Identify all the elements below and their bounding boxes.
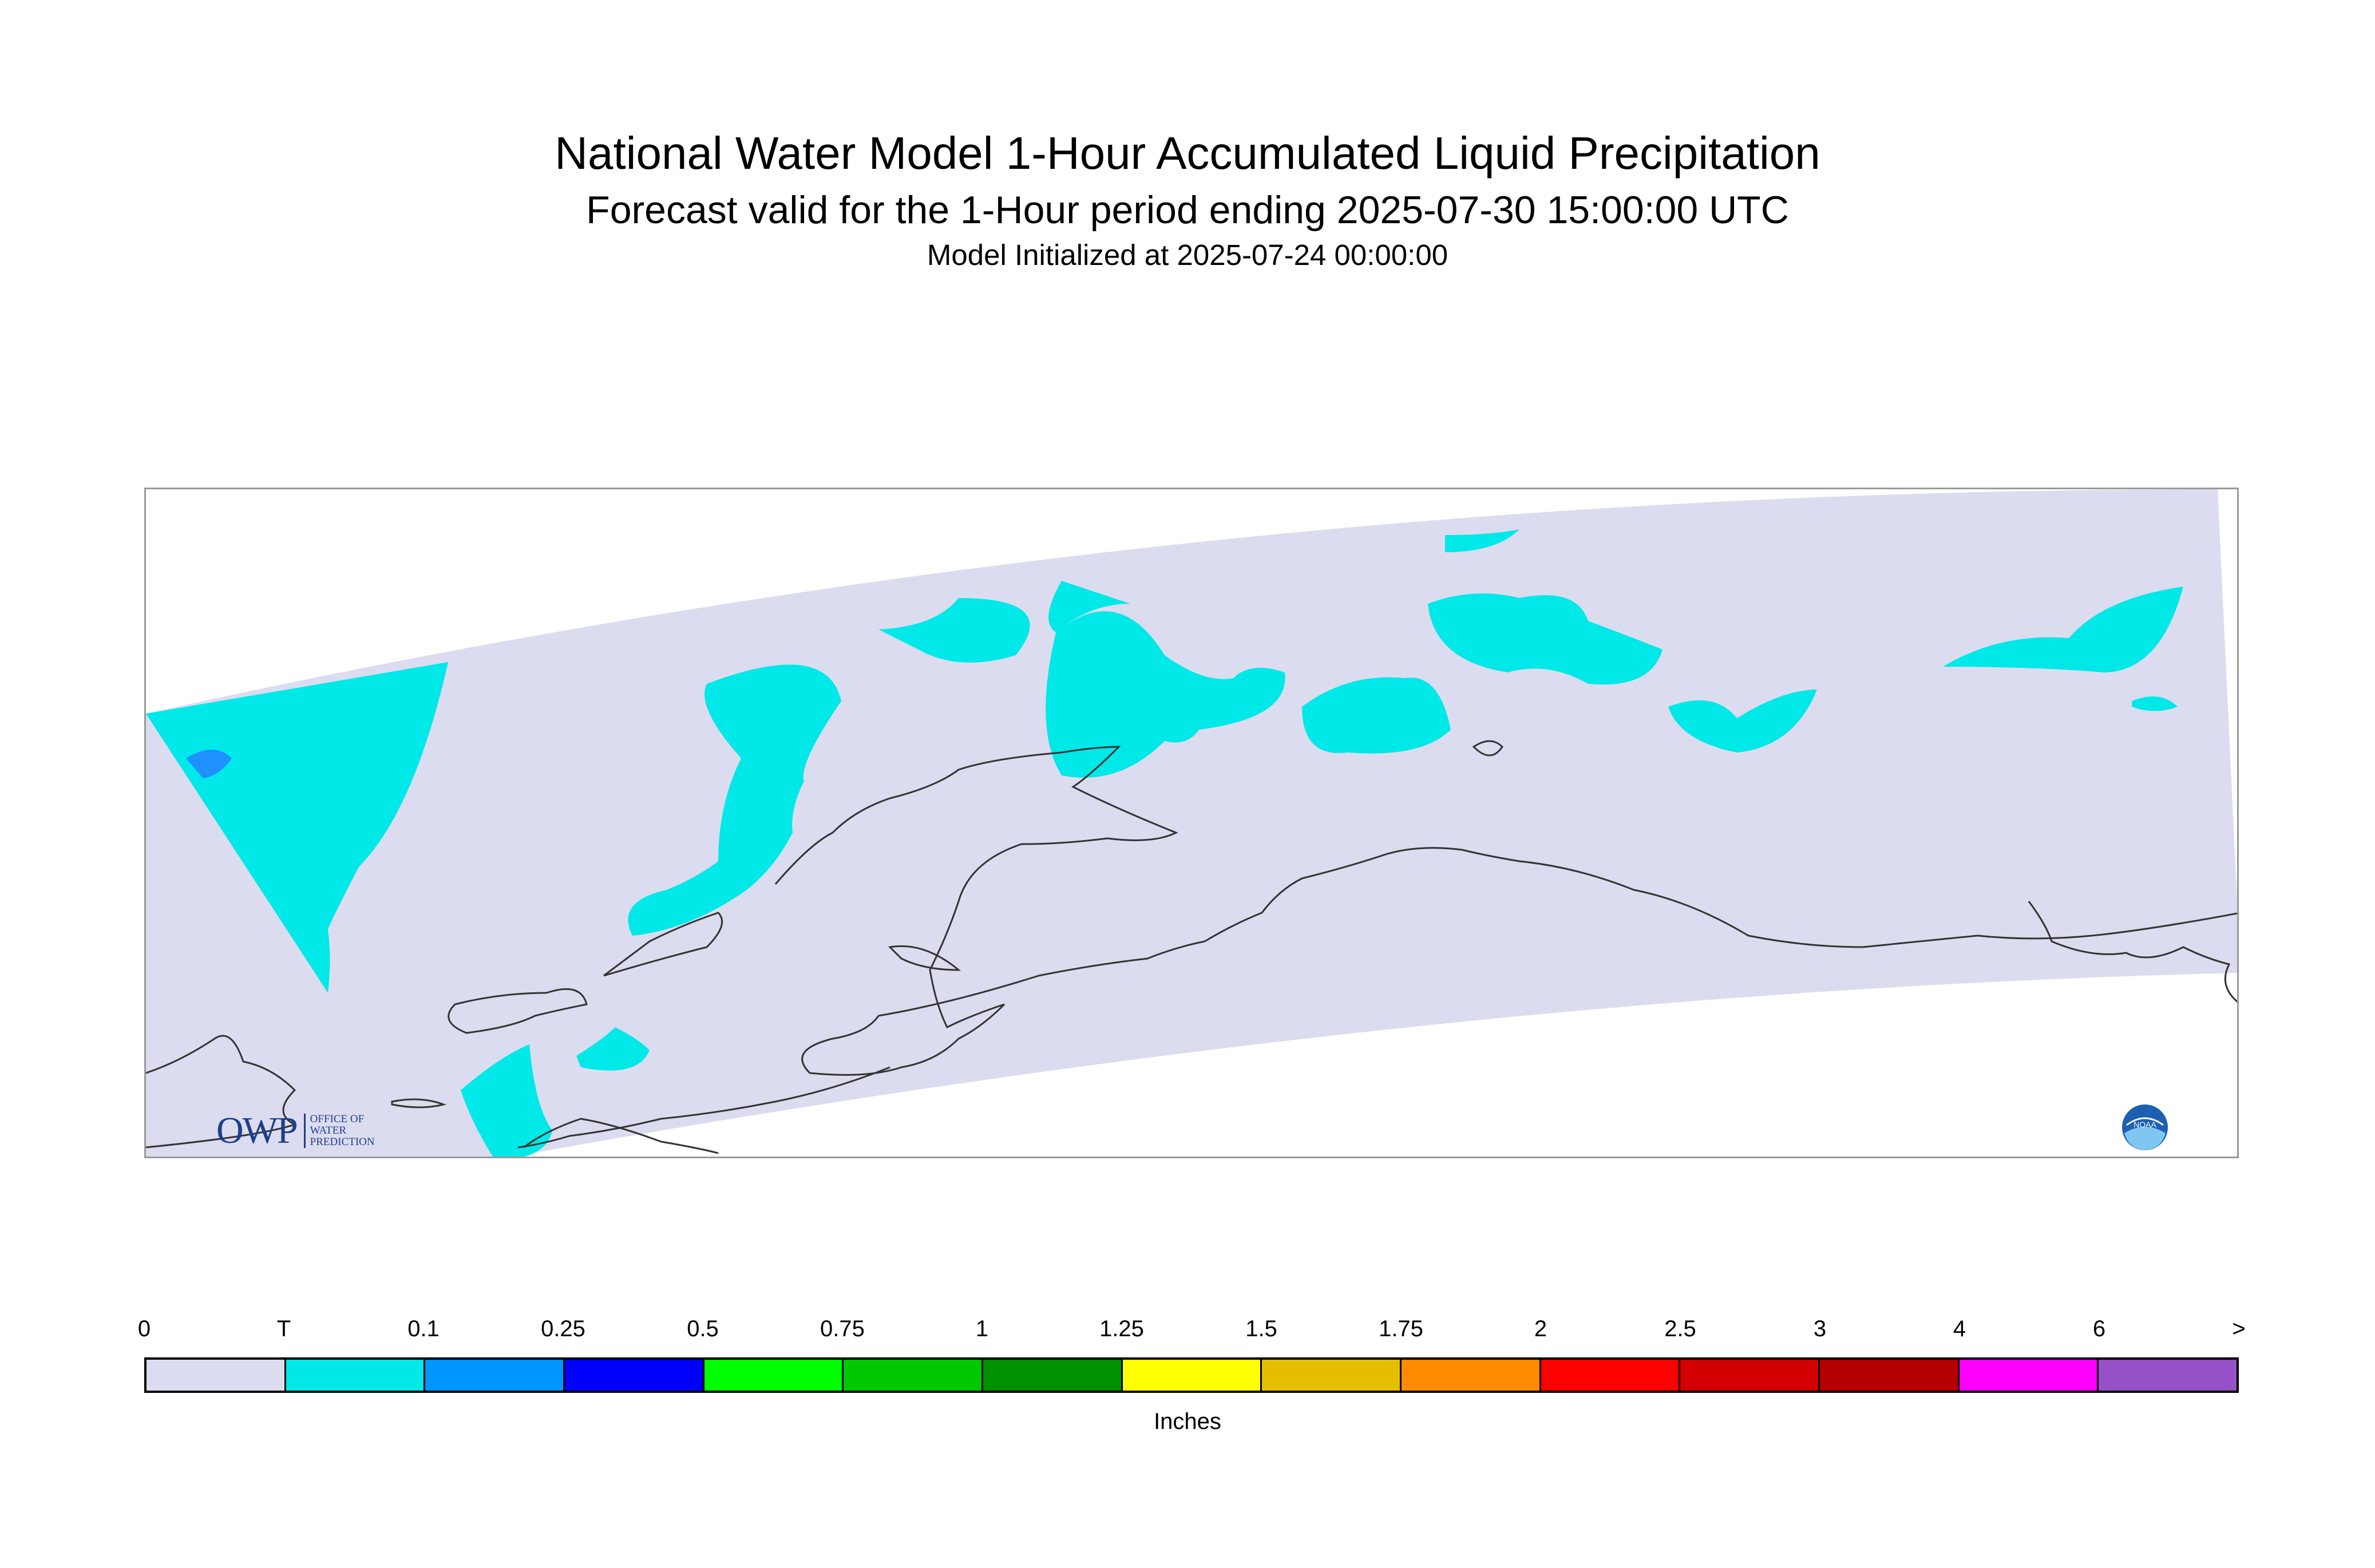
legend-tick-label: T [276, 1316, 291, 1341]
legend-swatch [1122, 1360, 1262, 1391]
precip-light-region [186, 750, 232, 778]
precip-region-east-c [1668, 690, 1817, 753]
legend-tick-label: 0.75 [820, 1316, 865, 1341]
legend-tick-label: 3 [1813, 1316, 1827, 1341]
noaa-logo: NOAA [2122, 1104, 2168, 1150]
precip-region-west [146, 662, 448, 993]
legend-colorbar [144, 1357, 2239, 1393]
owp-line-1: OFFICE OF [310, 1113, 365, 1125]
coastline-alaska-south [878, 847, 2237, 1017]
owp-line-3: PREDICTION [310, 1136, 375, 1148]
owp-logo: OWP OFFICE OF WATER PREDICTION [216, 1110, 375, 1151]
legend-tick-label: 1.5 [1245, 1316, 1277, 1341]
precip-region-far-east [1943, 587, 2183, 672]
legend-swatch [844, 1360, 984, 1391]
precip-region-east-b [1302, 677, 1451, 754]
legend-tick-label: 1.25 [1099, 1316, 1144, 1341]
coastline-chukotka [146, 1035, 297, 1149]
coastline-island-c [1472, 740, 1503, 757]
coastline-island-b [888, 945, 961, 971]
legend-tick-label: 0.1 [407, 1316, 440, 1341]
coastline-island-d [391, 1098, 447, 1108]
legend-swatch [704, 1360, 844, 1391]
legend-swatch [2099, 1360, 2237, 1391]
legend-tick-label: 2.5 [1664, 1316, 1696, 1341]
legend-swatch [147, 1360, 286, 1391]
precipitation-map [144, 488, 2239, 1158]
model-init-text: Model Initialized at 2025-07-24 00:00:00 [927, 239, 1448, 271]
legend-tick-label: 0 [137, 1316, 151, 1341]
coastline-aleutian [523, 1118, 719, 1154]
legend-swatch [1959, 1360, 2099, 1391]
owp-logo-mark: OWP [216, 1110, 298, 1151]
legend-tick-label: 6 [2092, 1316, 2106, 1341]
legend-swatch [1541, 1360, 1681, 1391]
noaa-logo-text: NOAA [2133, 1120, 2156, 1129]
legend-swatch [983, 1360, 1123, 1391]
legend-tick-label: > [2232, 1316, 2246, 1341]
precip-region-east-a [1428, 593, 1662, 685]
legend-swatch [1820, 1360, 1960, 1391]
coastline-peninsula [517, 1066, 890, 1149]
coastline-island-a [448, 988, 588, 1034]
map-canvas [146, 489, 2237, 1157]
precip-region-far-east-small [2132, 696, 2178, 711]
legend-tick-label: 4 [1953, 1316, 1966, 1341]
precip-region-south-a [576, 1027, 650, 1071]
coastline-alaska-west [774, 746, 1178, 1076]
legend-tick-label: 2 [1534, 1316, 1547, 1341]
legend-tick-label: 1 [975, 1316, 989, 1341]
owp-line-2: WATER [310, 1124, 346, 1137]
legend-tick-label: 0.25 [541, 1316, 585, 1341]
legend-swatch [1262, 1360, 1402, 1391]
coastline-canada [2028, 901, 2237, 1003]
model-domain-area [146, 489, 2237, 1157]
precip-trace-regions [146, 529, 2183, 1157]
legend-labels: 0 T 0.1 0.25 0.5 0.75 1 1.25 1.5 1.75 2 2.5 3 4 6 > [138, 1316, 2246, 1351]
precip-region-mid-a [1046, 611, 1285, 778]
precip-region-north-a [878, 598, 1030, 663]
map-title: National Water Model 1-Hour Accumulated … [555, 128, 1820, 179]
coastlines [146, 740, 2237, 1154]
legend-swatch [565, 1360, 704, 1391]
legend-tick-label: 1.75 [1379, 1316, 1423, 1341]
legend-swatch [1680, 1360, 1820, 1391]
precip-region-mid-b [1048, 581, 1130, 632]
precip-region-central [628, 664, 841, 936]
legend-swatch [425, 1360, 565, 1391]
precip-region-north-b [1445, 529, 1519, 552]
legend-swatch [1402, 1360, 1541, 1391]
legend-swatch [286, 1360, 426, 1391]
legend-units: Inches [1154, 1409, 1221, 1434]
map-subtitle: Forecast valid for the 1-Hour period end… [586, 188, 1789, 232]
precip-region-south-b [461, 1044, 552, 1157]
legend-tick-label: 0.5 [687, 1316, 719, 1341]
coastline-bristol [603, 912, 723, 977]
owp-logo-text: OFFICE OF WATER PREDICTION [303, 1113, 375, 1148]
